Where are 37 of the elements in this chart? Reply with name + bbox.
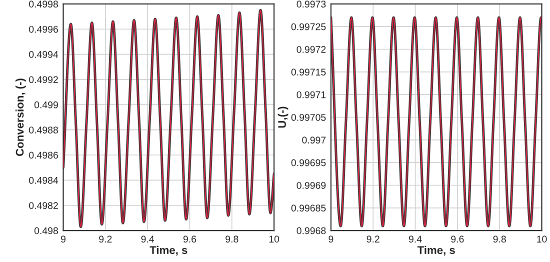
y-tick-label: 0.99695 [291, 159, 326, 166]
y-tick-label: 0.499 [34, 101, 58, 108]
x-tick-label: 9.2 [99, 236, 112, 243]
y-tick-label: 0.99685 [291, 204, 326, 212]
y-tick-label: 0.4998 [29, 0, 58, 8]
y-tick-label: 0.498 [34, 227, 58, 234]
y-axis-title: Conversion, (-) [16, 78, 26, 156]
x-tick-label: 9.6 [183, 236, 196, 243]
y-tick-label: 0.9971 [296, 91, 326, 98]
y-tick-label: 0.9969 [296, 182, 326, 189]
x-tick-label: 9.4 [408, 236, 422, 243]
x-tick-label: 9.2 [366, 236, 380, 243]
x-tick-label: 10 [537, 236, 547, 243]
x-tick-label: 9 [61, 236, 66, 243]
y-tick-label: 0.9973 [296, 0, 326, 8]
x-tick-label: 10 [269, 236, 280, 243]
y-tick-label: 0.99715 [291, 68, 326, 76]
x-tick-label: 9.6 [451, 236, 464, 243]
x-axis-title: Time, s [150, 246, 188, 256]
x-tick-label: 9.4 [141, 236, 154, 243]
x-tick-label: 9.8 [493, 236, 506, 243]
y-tick-label: 0.4986 [29, 152, 58, 159]
y-tick-label: 0.9972 [296, 46, 326, 53]
y-tick-label: 0.997 [302, 136, 326, 144]
y-tick-label: 0.99725 [291, 23, 326, 30]
y-tick-label: 0.4988 [29, 126, 58, 134]
y-tick-label: 0.4992 [29, 76, 58, 84]
y-tick-label: 0.4996 [29, 26, 58, 33]
y-tick-label: 0.4982 [29, 202, 58, 209]
y-axis-title: U,(-) [278, 106, 288, 128]
y-tick-label: 0.4994 [29, 51, 58, 58]
y-tick-label: 0.4984 [29, 176, 58, 184]
x-axis-title: Time, s [417, 246, 455, 256]
y-tick-label: 0.9968 [296, 227, 326, 234]
y-tick-label: 0.99705 [291, 114, 326, 121]
x-tick-label: 9.8 [226, 236, 238, 243]
x-tick-label: 9 [328, 236, 334, 243]
